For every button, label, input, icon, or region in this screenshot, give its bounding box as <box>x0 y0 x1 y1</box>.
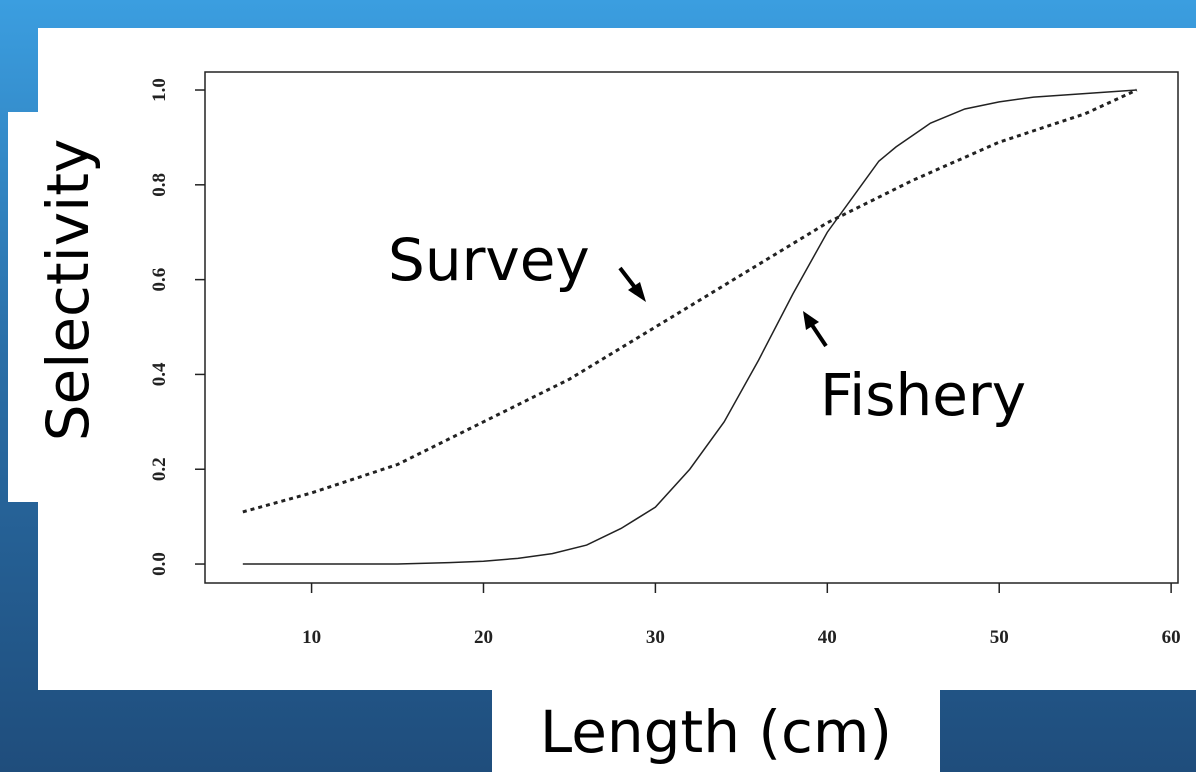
chart-panel <box>38 28 1196 690</box>
series-label: Survey <box>388 226 590 294</box>
y-tick-label: 0.8 <box>149 173 170 197</box>
y-tick-label: 1.0 <box>149 78 170 102</box>
x-tick-label: 50 <box>990 627 1009 648</box>
x-tick-label: 60 <box>1162 627 1181 648</box>
x-tick-label: 40 <box>818 627 837 648</box>
x-tick-label: 30 <box>646 627 665 648</box>
x-label-box <box>492 686 940 772</box>
y-tick-label: 0.0 <box>149 552 170 576</box>
fishery-arrow <box>803 311 828 348</box>
y-tick-label: 0.4 <box>149 362 170 386</box>
y-tick-label: 0.6 <box>149 268 170 292</box>
series-line <box>242 89 1137 565</box>
y-tick-label: 0.2 <box>149 457 170 481</box>
x-tick-label: 20 <box>474 627 493 648</box>
y-axis-label: Selectivity <box>34 139 102 442</box>
survey-arrow <box>618 266 646 302</box>
y-label-box <box>8 112 102 502</box>
series-line <box>242 88 1138 514</box>
x-tick-label: 10 <box>302 627 321 648</box>
series-label: Fishery <box>820 361 1026 429</box>
plot-frame <box>204 71 1179 584</box>
x-axis-label: Length (cm) <box>540 698 892 766</box>
